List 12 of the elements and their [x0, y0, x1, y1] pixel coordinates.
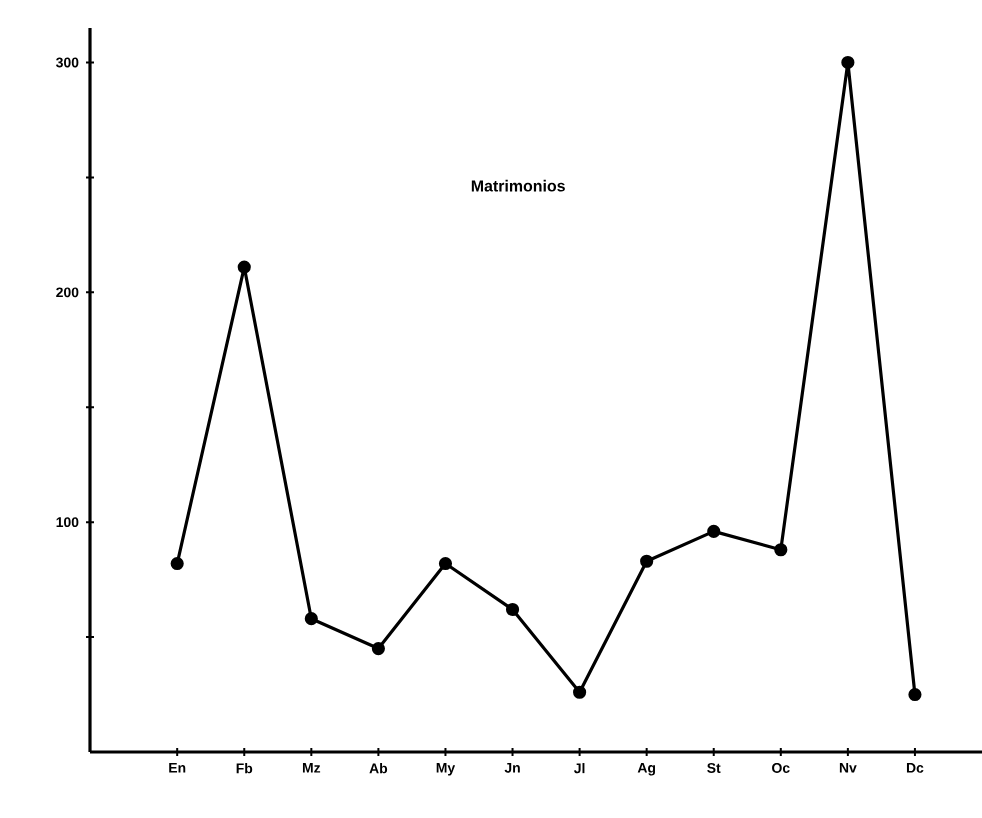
point — [304, 612, 318, 626]
point — [774, 543, 788, 557]
point — [573, 685, 587, 699]
point — [237, 260, 251, 274]
point — [908, 687, 922, 702]
point — [170, 556, 184, 571]
point — [841, 55, 855, 70]
point — [505, 602, 520, 617]
point — [371, 641, 385, 656]
point — [707, 524, 721, 538]
point — [438, 556, 453, 571]
point — [640, 554, 654, 568]
